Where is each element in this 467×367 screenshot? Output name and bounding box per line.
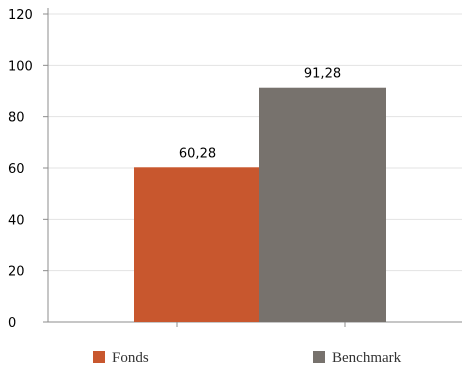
y-tick-label: 80: [8, 111, 25, 126]
legend-label-benchmark: Benchmark: [332, 350, 402, 366]
y-tick-label: 0: [8, 316, 16, 331]
legend-swatch-benchmark: [313, 351, 325, 363]
y-tick-label: 100: [8, 59, 33, 74]
legend-swatch-fonds: [93, 351, 105, 363]
legend-label-fonds: Fonds: [112, 350, 149, 366]
data-label-benchmark: 91,28: [304, 67, 341, 82]
y-axis-ticks: 0 20 40 60 80 100 120: [8, 8, 48, 331]
legend: Fonds Benchmark: [93, 350, 402, 366]
data-labels: 60,28 91,28: [179, 67, 341, 162]
y-tick-label: 40: [8, 213, 25, 228]
y-tick-label: 60: [8, 162, 25, 177]
bar-fonds: [134, 167, 261, 322]
bars: [134, 87, 386, 323]
y-tick-label: 120: [8, 8, 33, 23]
data-label-fonds: 60,28: [179, 146, 216, 161]
x-axis-ticks: [176, 322, 346, 327]
bar-benchmark: [259, 87, 386, 323]
y-tick-label: 20: [8, 265, 25, 280]
